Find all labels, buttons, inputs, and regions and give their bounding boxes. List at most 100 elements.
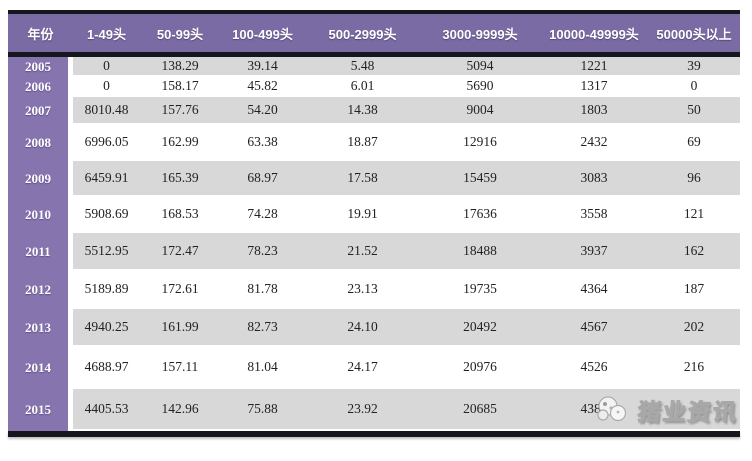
data-cell: 63.38	[247, 134, 278, 149]
column-gap	[68, 347, 73, 389]
header-divider	[8, 52, 740, 57]
data-cell: 8010.48	[84, 102, 129, 117]
data-cell: 69	[687, 134, 701, 149]
year-cell: 2012	[8, 271, 68, 309]
table-row: 2010 5908.69 168.53 74.28 19.91 17636 3558 121	[8, 197, 740, 233]
data-cell: 187	[683, 281, 705, 296]
table-row: 2009 6459.91 165.39 68.97 17.58 15459 3083 96	[8, 161, 740, 197]
data-cell: 20685	[463, 401, 497, 416]
row-values: 0 138.29 39.14 5.48 5094 1221 39	[73, 57, 740, 77]
data-cell: 24.10	[347, 319, 378, 334]
data-cell: 4688.97	[84, 359, 129, 374]
data-cell: 216	[683, 359, 705, 374]
table-row: 2005 0 138.29 39.14 5.48 5094 1221 39	[8, 57, 740, 77]
data-cell: 19.91	[347, 206, 378, 221]
year-cell: 2009	[8, 161, 68, 197]
data-cell: 5512.95	[84, 243, 129, 258]
year-cell: 2010	[8, 197, 68, 233]
data-cell: 3083	[580, 170, 608, 185]
data-cell: 39.14	[247, 58, 278, 73]
data-cell: 82.73	[247, 319, 278, 334]
year-cell: 2011	[8, 233, 68, 271]
data-cell: 23.13	[347, 281, 378, 296]
data-cell: 4388	[580, 401, 608, 416]
table-row: 2015 4405.53 142.96 75.88 23.92 20685 4388	[8, 389, 740, 431]
table-row: 2007 8010.48 157.76 54.20 14.38 9004 1803 50	[8, 97, 740, 125]
data-cell: 4364	[580, 281, 608, 296]
column-header: 1-49头	[86, 26, 127, 42]
data-cell: 4940.25	[84, 319, 129, 334]
data-cell: 162.99	[161, 134, 199, 149]
data-cell: 168.53	[161, 206, 199, 221]
data-cell: 0	[103, 78, 110, 93]
data-cell: 4526	[580, 359, 608, 374]
data-cell: 172.47	[161, 243, 199, 258]
data-cell: 5908.69	[84, 206, 129, 221]
row-values: 0 158.17 45.82 6.01 5690 1317 0	[73, 77, 740, 97]
data-cell: 20976	[463, 359, 497, 374]
row-values: 6459.91 165.39 68.97 17.58 15459 3083 96	[73, 161, 740, 197]
data-cell: 6.01	[350, 78, 375, 93]
data-cell: 17.58	[347, 170, 378, 185]
data-cell: 50	[687, 102, 701, 117]
year-cell: 2013	[8, 309, 68, 347]
data-cell: 21.52	[347, 243, 378, 258]
data-cell: 161.99	[161, 319, 199, 334]
data-cell: 24.17	[347, 359, 378, 374]
column-header: 100-499头	[232, 26, 293, 42]
data-cell: 138.29	[161, 58, 199, 73]
data-cell: 3937	[580, 243, 608, 258]
data-cell: 157.76	[161, 102, 199, 117]
data-cell: 6459.91	[84, 170, 129, 185]
column-header: 年份	[27, 26, 54, 42]
data-cell: 3558	[580, 206, 608, 221]
data-cell: 1803	[580, 102, 608, 117]
row-values: 8010.48 157.76 54.20 14.38 9004 1803 50	[73, 97, 740, 125]
table-header-row: 年份 1-49头 50-99头 100-499头 500-2999头 3000-9999头…	[8, 14, 740, 52]
column-header: 3000-9999头	[442, 26, 518, 42]
data-cell: 20492	[463, 319, 497, 334]
data-cell: 75.88	[247, 401, 278, 416]
data-cell: 0	[690, 78, 698, 93]
data-cell: 39	[687, 58, 701, 73]
column-header: 10000-49999头	[549, 26, 639, 42]
data-cell: 96	[687, 170, 701, 185]
column-header: 50000头以上	[656, 26, 732, 42]
data-cell: 74.28	[247, 206, 278, 221]
table-bottom-border	[8, 431, 740, 437]
row-values: 5189.89 172.61 81.78 23.13 19735 4364 187	[73, 271, 740, 309]
column-header: 50-99头	[156, 26, 204, 42]
year-cell: 2007	[8, 97, 68, 125]
data-cell: 45.82	[247, 78, 278, 93]
column-gap	[68, 77, 73, 97]
data-cell: 202	[683, 319, 705, 334]
row-values: 5908.69 168.53 74.28 19.91 17636 3558 121	[73, 197, 740, 233]
year-cell: 2006	[8, 77, 68, 97]
data-cell: 17636	[463, 206, 497, 221]
year-cell: 2005	[8, 57, 68, 77]
row-values: 4405.53 142.96 75.88 23.92 20685 4388	[73, 389, 740, 431]
data-cell: 81.78	[247, 281, 278, 296]
data-cell: 15459	[463, 170, 497, 185]
column-gap	[68, 97, 73, 125]
data-cell: 18.87	[347, 134, 378, 149]
data-cell: 14.38	[347, 102, 378, 117]
data-cell: 9004	[466, 102, 494, 117]
data-cell: 1317	[580, 78, 608, 93]
data-cell: 165.39	[161, 170, 199, 185]
data-cell: 158.17	[161, 78, 199, 93]
data-cell: 4567	[580, 319, 608, 334]
table-row: 2008 6996.05 162.99 63.38 18.87 12916 2432 69	[8, 125, 740, 161]
data-cell: 121	[683, 206, 705, 221]
data-cell: 5094	[466, 58, 494, 73]
year-cell: 2015	[8, 389, 68, 431]
column-gap	[68, 233, 73, 271]
column-gap	[68, 197, 73, 233]
data-cell: 172.61	[161, 281, 199, 296]
data-cell: 157.11	[161, 359, 199, 374]
data-cell: 1221	[580, 58, 608, 73]
data-cell: 18488	[463, 243, 497, 258]
column-gap	[68, 161, 73, 197]
column-gap	[68, 309, 73, 347]
